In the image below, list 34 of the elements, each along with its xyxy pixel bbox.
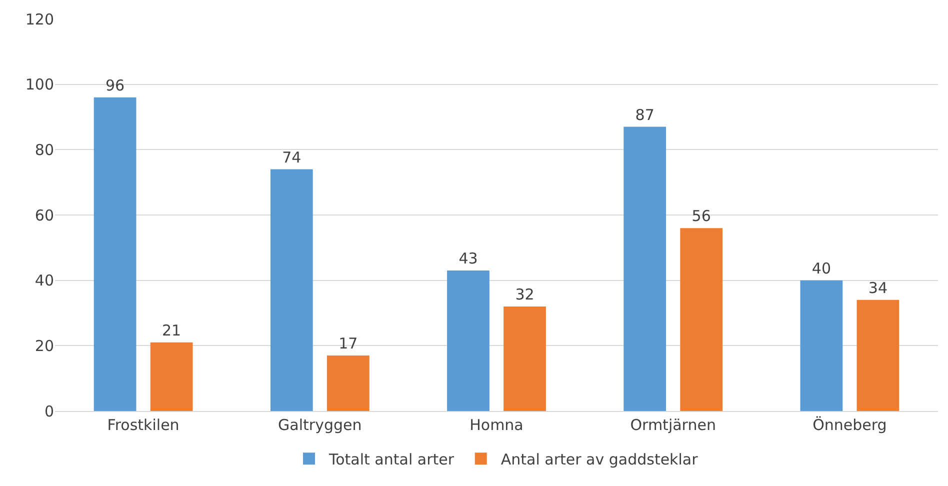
y-tick-label: 0 [44, 402, 54, 420]
y-tick-label: 40 [34, 272, 54, 290]
data-label: 43 [458, 250, 478, 268]
y-tick-label: 120 [25, 10, 54, 28]
bar [326, 355, 370, 411]
data-label: 21 [162, 321, 182, 340]
data-label: 17 [338, 334, 358, 352]
bar [800, 280, 843, 411]
data-label: 96 [106, 76, 125, 94]
data-label: 40 [812, 259, 831, 278]
data-label: 34 [868, 278, 888, 297]
x-tick-label: Frostkilen [107, 416, 180, 434]
bar [856, 300, 900, 411]
y-tick-label: 80 [34, 140, 54, 159]
bar [447, 270, 490, 411]
data-label: 56 [692, 207, 711, 226]
bar [680, 228, 723, 411]
y-tick-label: 100 [25, 76, 54, 94]
bar [504, 306, 546, 411]
x-tick-label: Homna [470, 416, 524, 434]
x-tick-label: Ormtjärnen [630, 416, 716, 434]
bar [270, 169, 313, 411]
y-tick-label: 60 [34, 206, 54, 224]
bar [624, 126, 666, 411]
data-label: 87 [635, 106, 654, 124]
y-tick-label: 20 [34, 336, 54, 355]
bar [150, 342, 193, 411]
legend-label: Antal arter av gaddsteklar [500, 450, 699, 468]
x-tick-label: Önneberg [812, 416, 887, 434]
data-label: 74 [282, 148, 302, 166]
data-label: 32 [515, 285, 534, 304]
bar [94, 97, 136, 411]
legend-label: Totalt antal arter [328, 450, 455, 468]
x-tick-label: Galtryggen [278, 416, 362, 434]
